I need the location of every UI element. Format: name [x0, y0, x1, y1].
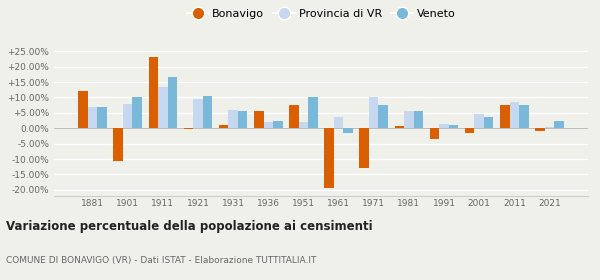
Bar [545, 127, 554, 128]
Bar [395, 126, 404, 128]
Bar [299, 122, 308, 128]
Bar [484, 118, 493, 128]
Bar [158, 87, 167, 128]
Bar [535, 128, 545, 131]
Legend: Bonavigo, Provincia di VR, Veneto: Bonavigo, Provincia di VR, Veneto [182, 4, 460, 23]
Bar [219, 125, 229, 128]
Bar [273, 120, 283, 128]
Bar [133, 97, 142, 128]
Bar [379, 105, 388, 128]
Bar [334, 118, 343, 128]
Bar [500, 105, 509, 128]
Bar [78, 91, 88, 128]
Bar [149, 57, 158, 128]
Bar [413, 111, 423, 128]
Bar [325, 128, 334, 188]
Bar [203, 96, 212, 128]
Bar [229, 110, 238, 128]
Bar [439, 123, 449, 128]
Bar [167, 77, 177, 128]
Bar [519, 105, 529, 128]
Bar [430, 128, 439, 139]
Bar [449, 125, 458, 128]
Bar [509, 102, 519, 128]
Bar [263, 122, 273, 128]
Bar [308, 97, 317, 128]
Bar [193, 99, 203, 128]
Bar [404, 111, 413, 128]
Bar [369, 97, 379, 128]
Bar [123, 104, 133, 128]
Bar [554, 120, 564, 128]
Bar [88, 107, 97, 128]
Text: Variazione percentuale della popolazione ai censimenti: Variazione percentuale della popolazione… [6, 220, 373, 233]
Bar [465, 128, 475, 133]
Bar [238, 111, 247, 128]
Bar [289, 105, 299, 128]
Bar [359, 128, 369, 168]
Bar [113, 128, 123, 160]
Bar [475, 114, 484, 128]
Text: COMUNE DI BONAVIGO (VR) - Dati ISTAT - Elaborazione TUTTITALIA.IT: COMUNE DI BONAVIGO (VR) - Dati ISTAT - E… [6, 256, 316, 265]
Bar [343, 128, 353, 133]
Bar [254, 111, 263, 128]
Bar [184, 128, 193, 129]
Bar [97, 107, 107, 128]
